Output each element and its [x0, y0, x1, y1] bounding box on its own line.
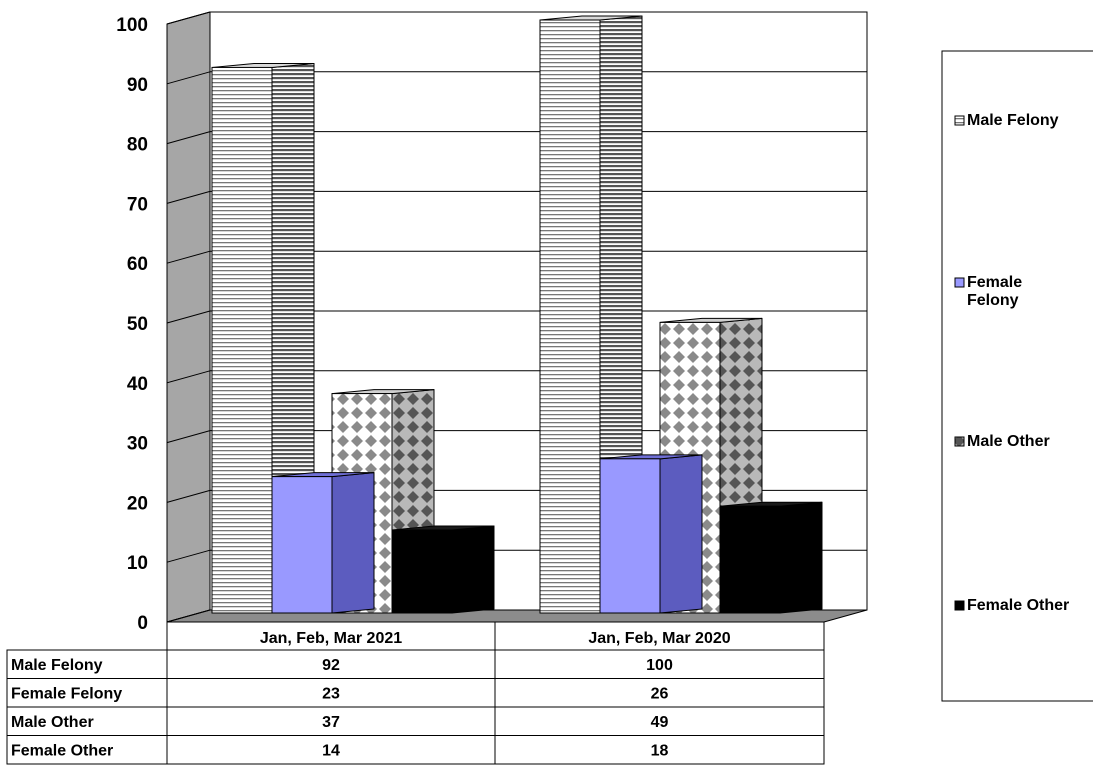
- legend-label: Male Other: [967, 433, 1050, 450]
- legend-label: Female Other: [967, 597, 1069, 614]
- legend-swatch: [954, 436, 965, 447]
- category-label: Jan, Feb, Mar 2020: [588, 630, 730, 647]
- bar-side: [331, 472, 375, 614]
- table-row-label: Female Other: [11, 743, 113, 760]
- bar-front: [271, 476, 333, 614]
- bar: [271, 472, 375, 614]
- bar-front: [539, 19, 601, 614]
- y-tick-label: 100: [116, 15, 148, 36]
- gridline-side: [166, 489, 211, 503]
- legend-label: Female: [967, 274, 1022, 291]
- gridline-side: [166, 310, 211, 324]
- table-cell: 18: [651, 743, 669, 760]
- table-cell: 23: [322, 686, 340, 703]
- bar-front: [599, 458, 661, 614]
- bar-front: [391, 529, 453, 614]
- gridline-side: [166, 430, 211, 444]
- bar: [599, 454, 703, 614]
- bar: [391, 525, 495, 614]
- gridline-side: [166, 609, 211, 623]
- bar: [719, 501, 823, 614]
- y-tick-label: 0: [137, 613, 148, 634]
- gridline-side: [166, 370, 211, 384]
- gridline-side: [166, 131, 211, 145]
- table-cell: 26: [651, 686, 669, 703]
- y-tick-label: 10: [127, 553, 148, 574]
- gridline-side: [166, 71, 211, 85]
- bar-side: [659, 454, 703, 614]
- legend-label: Male Felony: [967, 112, 1059, 129]
- y-tick-label: 90: [127, 75, 148, 96]
- bar: [539, 15, 643, 614]
- category-label: Jan, Feb, Mar 2021: [260, 630, 402, 647]
- y-tick-label: 40: [127, 374, 148, 395]
- table-row-label: Male Felony: [11, 657, 103, 674]
- table-cell: 37: [322, 714, 340, 731]
- legend-swatch: [954, 115, 965, 126]
- y-tick-label: 50: [127, 314, 148, 335]
- y-tick-label: 30: [127, 434, 148, 455]
- table-row-label: Female Felony: [11, 686, 122, 703]
- table-cell: 92: [322, 657, 340, 674]
- gridline-side: [166, 549, 211, 563]
- table-row-label: Male Other: [11, 714, 94, 731]
- legend-swatch: [954, 277, 965, 288]
- table-cell: 14: [322, 743, 340, 760]
- y-tick-label: 70: [127, 194, 148, 215]
- bar-side: [451, 525, 495, 614]
- gridline-side: [166, 11, 211, 25]
- y-tick-label: 80: [127, 135, 148, 156]
- bar-side: [779, 501, 823, 614]
- table-cell: 49: [651, 714, 669, 731]
- bar-front: [211, 66, 273, 614]
- legend-label: Felony: [967, 292, 1019, 309]
- bar-front: [719, 505, 781, 614]
- table-cell: 100: [646, 657, 673, 674]
- gridline-side: [166, 250, 211, 264]
- y-tick-label: 60: [127, 254, 148, 275]
- legend-box: [941, 50, 1093, 702]
- y-tick-label: 20: [127, 493, 148, 514]
- gridline-side: [166, 190, 211, 204]
- legend-swatch: [954, 600, 965, 611]
